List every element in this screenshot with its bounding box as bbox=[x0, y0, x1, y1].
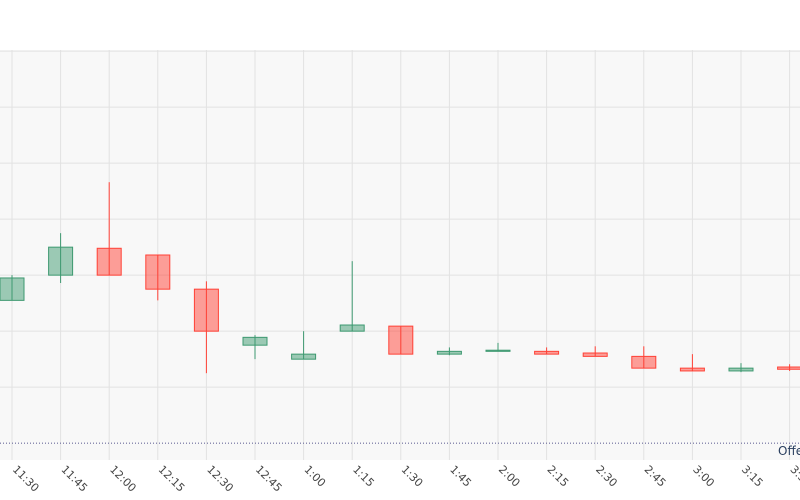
candle-body bbox=[485, 349, 511, 352]
x-tick-label: 12:15 bbox=[156, 463, 188, 495]
candle-body bbox=[534, 350, 560, 355]
candle-body bbox=[728, 367, 754, 372]
candle-body bbox=[145, 254, 171, 290]
x-tick-label: 2:30 bbox=[593, 463, 620, 490]
candle-body bbox=[193, 288, 219, 332]
x-tick-label: 1:45 bbox=[447, 463, 474, 490]
x-tick-label: 2:15 bbox=[544, 463, 571, 490]
candle-body bbox=[436, 350, 462, 355]
x-tick-label: 1:00 bbox=[301, 463, 328, 490]
candle-body bbox=[679, 367, 705, 372]
x-tick-label: 12:45 bbox=[253, 463, 285, 495]
candle-body bbox=[96, 247, 122, 276]
candle-body bbox=[582, 352, 608, 357]
candle-body bbox=[388, 325, 414, 355]
x-tick-label: 2:45 bbox=[642, 463, 669, 490]
candle-body bbox=[242, 336, 268, 346]
candle-body bbox=[48, 246, 74, 276]
candle-body bbox=[631, 355, 657, 369]
candle-body bbox=[339, 324, 365, 332]
x-tick-label: 1:30 bbox=[399, 463, 426, 490]
x-tick-label: 12:00 bbox=[107, 463, 139, 495]
x-tick-label: 3:30 bbox=[787, 463, 800, 490]
candle-body bbox=[777, 366, 800, 370]
x-tick-label: 3:00 bbox=[690, 463, 717, 490]
x-tick-label: 3:15 bbox=[739, 463, 766, 490]
plot-background bbox=[0, 50, 800, 460]
x-tick-label: 1:15 bbox=[350, 463, 377, 490]
x-tick-label: 2:00 bbox=[496, 463, 523, 490]
x-tick-label: 11:30 bbox=[10, 463, 42, 495]
x-tick-label: 12:30 bbox=[204, 463, 236, 495]
offer-label: Offer bbox=[778, 444, 800, 458]
candle-body bbox=[0, 277, 25, 301]
x-tick-label: 11:45 bbox=[58, 463, 90, 495]
candle-body bbox=[291, 353, 317, 360]
